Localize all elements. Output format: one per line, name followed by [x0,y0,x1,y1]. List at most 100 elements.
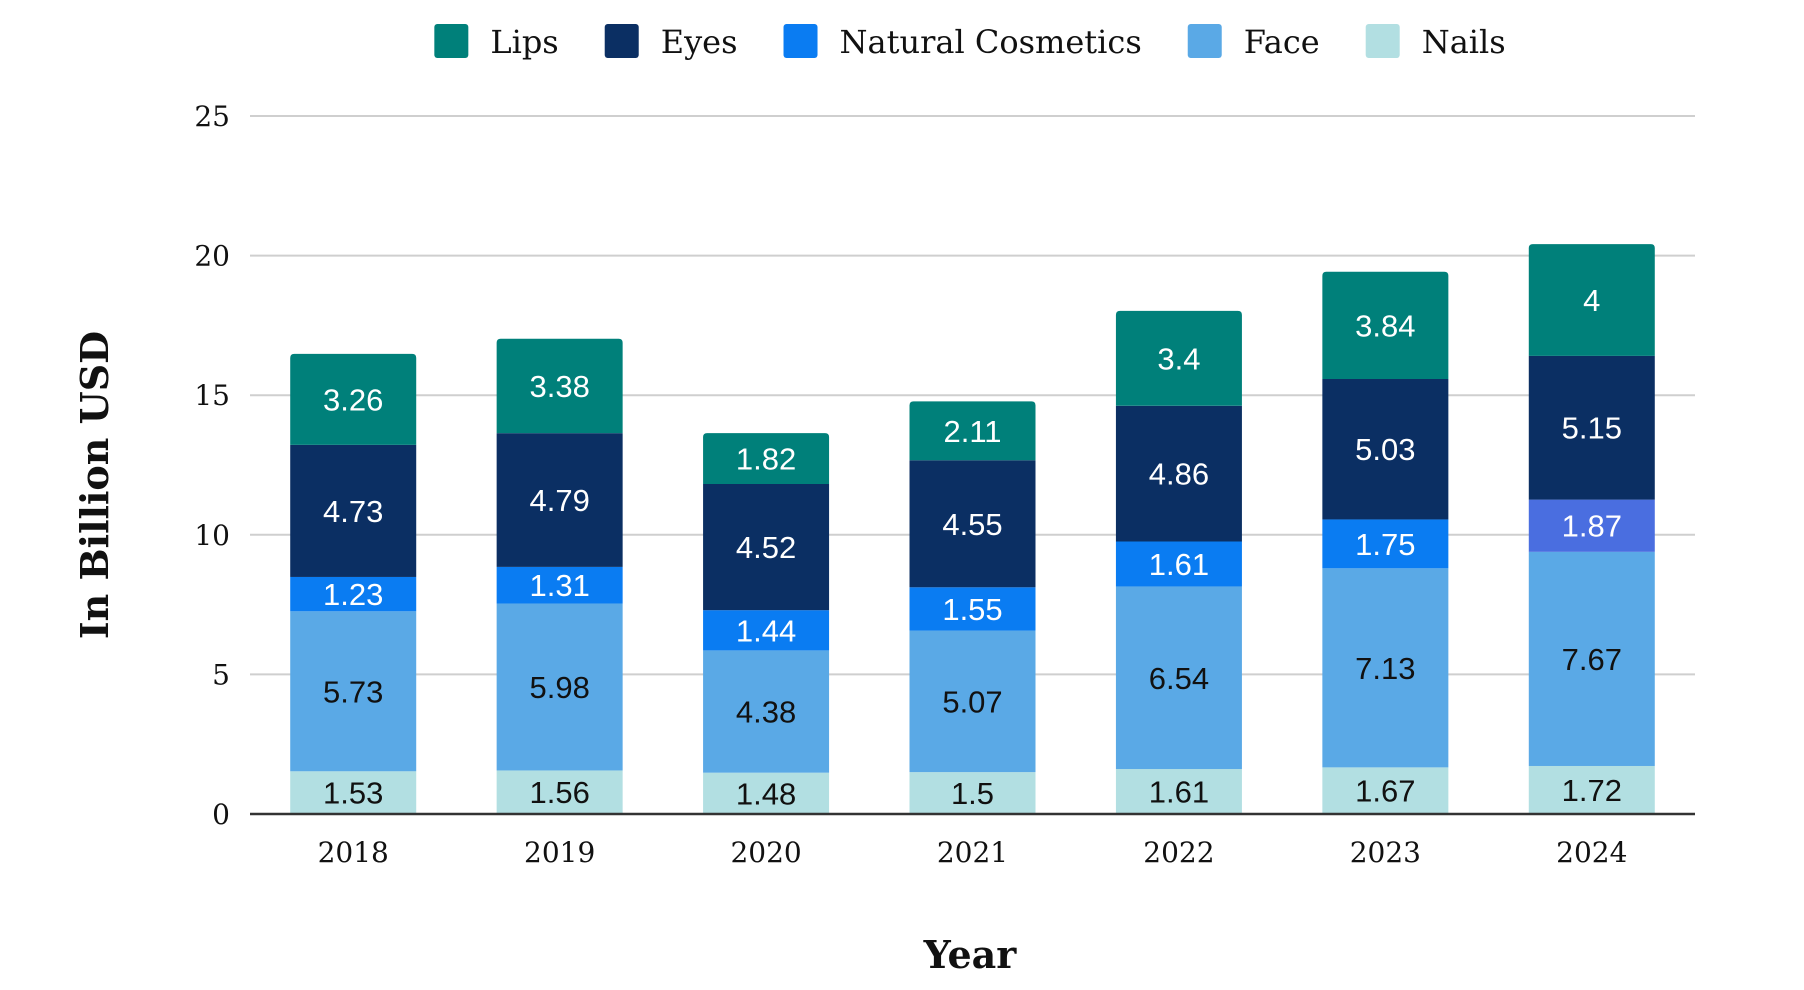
bar-segment-nails [909,772,1036,814]
bars-layer [290,244,1655,814]
bar-segment-face [1322,568,1449,768]
bar-segment-nails [1115,769,1242,814]
bar-segment-natural-cosmetics [1322,519,1449,569]
bar-segment-nails [703,772,830,814]
data-label: 1.72 [1562,773,1622,808]
grid-layer [250,115,1695,676]
data-label: 5.07 [942,684,1002,719]
data-label: 4.86 [1149,457,1209,492]
legend-swatch [1187,24,1222,58]
data-label: 1.31 [529,568,589,603]
data-label: 1.44 [736,613,796,648]
data-label: 6.54 [1149,661,1209,696]
bar-segment-eyes [703,483,830,611]
bar-segment-face [909,630,1036,773]
x-axis-title: Year [923,932,1018,977]
bar-segment-eyes [1322,379,1449,520]
y-tick-label: 15 [194,379,230,412]
data-label: 1.61 [1149,775,1209,810]
bar-segment-eyes [496,433,623,567]
bar-segment-natural-cosmetics [1115,541,1242,587]
data-label: 1.67 [1355,774,1415,809]
bar-segment-nails [1322,767,1449,814]
bar-segment-eyes [909,460,1036,588]
data-label: 1.23 [323,577,383,612]
bar-segment-lips [1322,271,1449,380]
data-label: 1.87 [1562,509,1622,544]
x-tick-label: 2020 [730,836,801,869]
data-label: 3.38 [529,369,589,404]
data-label: 1.75 [1355,527,1415,562]
bar-segment-lips [1528,244,1655,356]
bar-segment-lips [703,433,830,484]
legend-item-natural-cosmetics: Natural Cosmetics [783,23,1142,61]
data-label: 1.5 [951,776,994,811]
x-tick-label: 2018 [318,836,389,869]
legend-label: Natural Cosmetics [840,23,1142,61]
bar-segment-eyes [1528,355,1655,500]
data-labels-layer: 1.53 5.73 1.23 4.73 3.26 1.56 5.98 1.31 4.79 3.38… [323,283,1622,811]
data-label: 2.11 [943,414,1001,449]
data-label: 4.55 [942,507,1002,542]
data-label: 1.82 [736,442,796,477]
bar-segment-eyes [1115,405,1242,542]
data-label: 7.13 [1355,651,1415,686]
legend-swatch [1365,24,1400,58]
bar-segment-natural-cosmetics [703,610,830,651]
x-tick-label: 2023 [1350,836,1421,869]
legend-swatch [604,24,639,58]
data-label: 5.73 [323,674,383,709]
legend-label: Eyes [661,23,738,61]
bar-segment-lips [290,353,417,445]
y-tick-label: 25 [194,100,230,133]
data-label: 7.67 [1562,642,1622,677]
data-label: 3.26 [323,382,383,417]
legend-item-nails: Nails [1365,23,1506,61]
data-label: 1.55 [942,592,1002,627]
legend-item-eyes: Eyes [604,23,738,61]
x-tick-label: 2019 [524,836,595,869]
bar-segment-lips [1115,310,1242,406]
bar-segment-eyes [290,444,417,577]
data-label: 1.61 [1149,547,1209,582]
bar-segment-nails [1528,765,1655,814]
bar-segment-lips [496,338,623,434]
legend-label: Lips [490,23,558,61]
data-label: 5.98 [529,670,589,705]
data-label: 1.48 [736,776,796,811]
bar-segment-natural-cosmetics [909,587,1036,631]
x-tick-label: 2021 [937,836,1008,869]
data-label: 1.56 [529,775,589,810]
data-label: 3.84 [1355,308,1415,343]
data-label: 4 [1583,283,1600,318]
legend-swatch [434,24,469,58]
data-label: 5.15 [1562,411,1622,446]
bar-segment-face [290,611,417,772]
legend-label: Nails [1422,23,1506,61]
y-tick-label: 10 [194,519,230,552]
data-label: 3.4 [1157,341,1200,376]
legend-item-face: Face [1187,23,1320,61]
legend-swatch [783,24,818,58]
bar-segment-natural-cosmetics [290,576,417,612]
data-label: 4.79 [529,483,589,518]
bar-segment-face [1115,586,1242,770]
y-axis-title: In Billion USD [72,331,117,639]
y-tick-label: 5 [212,658,230,691]
y-tick-label: 20 [194,240,230,273]
legend-label: Face [1244,23,1320,61]
bar-segment-natural-cosmetics [496,566,623,604]
bar-segment-lips [909,401,1036,461]
bar-segment-nails [290,771,417,814]
data-label: 4.52 [736,530,796,565]
legend-item-lips: Lips [434,23,559,61]
bar-segment-face [703,650,830,773]
bar-segment-face [496,603,623,771]
legend: Lips Eyes Natural Cosmetics Face Nails [434,23,1506,61]
x-tick-label: 2024 [1556,836,1627,869]
bar-segment-face [1528,551,1655,766]
x-tick-label: 2022 [1143,836,1214,869]
y-tick-label: 0 [212,798,230,831]
